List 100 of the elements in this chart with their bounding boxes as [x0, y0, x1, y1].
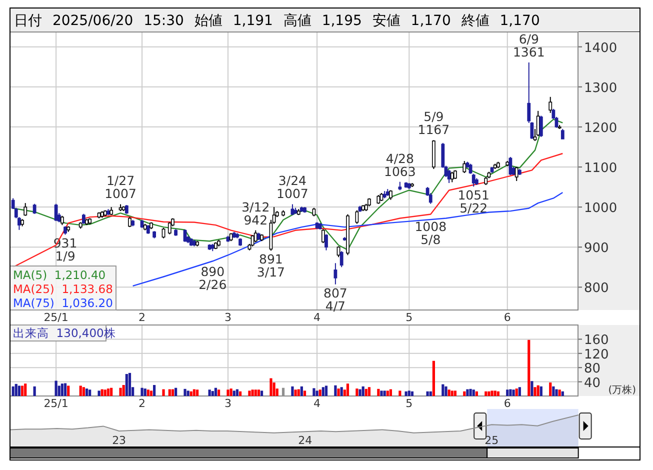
bar	[208, 390, 211, 396]
bar	[380, 390, 383, 396]
bar	[186, 390, 190, 396]
x-tick-label: 3	[224, 311, 232, 324]
bar	[377, 388, 380, 396]
series-label: MA(25) 1,133.68	[13, 282, 113, 296]
candlestick	[539, 115, 543, 138]
bar	[232, 390, 236, 396]
candlestick	[32, 203, 36, 214]
annotation: 891 3/17	[256, 252, 286, 280]
bar	[257, 390, 260, 396]
bar	[291, 386, 294, 396]
x-tick-label: 24	[298, 434, 312, 447]
bar	[236, 389, 238, 396]
bar	[484, 391, 488, 396]
bar	[171, 389, 174, 396]
bar	[226, 390, 230, 396]
bar	[196, 390, 199, 396]
bar	[475, 391, 478, 396]
bar	[494, 390, 496, 396]
y-tick-label: 900	[584, 241, 609, 256]
candlestick	[250, 234, 254, 247]
bar	[316, 390, 318, 396]
x-tick-label: 23	[112, 434, 126, 447]
bar	[530, 381, 534, 396]
candlestick	[560, 128, 564, 140]
bar	[125, 374, 128, 396]
bar	[119, 388, 122, 396]
bar	[248, 390, 251, 396]
bar	[211, 391, 214, 396]
x-tick-label: 4	[314, 311, 321, 324]
x-tick-label: 25	[484, 434, 499, 447]
y-tick-label: 800	[584, 281, 609, 296]
candlestick	[60, 215, 64, 226]
bar	[82, 387, 85, 396]
bar	[110, 388, 113, 396]
candlestick	[54, 203, 58, 222]
annotation: 1/27 1007	[104, 173, 136, 202]
candlestick	[536, 110, 540, 137]
bar	[54, 380, 58, 396]
candlestick	[468, 163, 472, 174]
bar	[444, 386, 448, 396]
bar	[88, 390, 92, 396]
annotation: 4/28 1063	[384, 150, 416, 179]
candlestick	[162, 227, 166, 239]
bar	[509, 389, 512, 396]
bar	[100, 389, 104, 396]
bar	[104, 390, 106, 396]
bar	[558, 390, 561, 396]
x-tick-label: 3	[224, 397, 232, 410]
annotation: 1008 5/8	[414, 218, 447, 247]
candlestick	[447, 169, 451, 184]
bar	[79, 386, 82, 396]
y-tick-label: 1300	[584, 80, 618, 96]
bar	[300, 386, 303, 396]
bar	[340, 387, 343, 396]
candlestick	[389, 190, 392, 200]
bar	[324, 386, 328, 396]
bar	[454, 390, 456, 396]
bar	[146, 390, 150, 396]
annotation: 3/12 942	[242, 199, 270, 228]
bar	[190, 391, 192, 396]
candlestick	[472, 173, 476, 188]
bar	[346, 384, 350, 396]
bar	[312, 388, 316, 396]
bar	[251, 390, 254, 396]
bar	[254, 390, 257, 396]
bar	[540, 386, 542, 396]
candlestick	[355, 210, 359, 224]
y-tick-label: 1100	[584, 160, 618, 176]
x-tick-label: 2	[138, 311, 146, 324]
bar	[528, 340, 530, 396]
bar	[184, 388, 186, 396]
bar	[85, 388, 88, 396]
bar	[67, 386, 70, 396]
bar	[383, 390, 386, 396]
bar	[389, 389, 392, 396]
bar	[534, 387, 536, 396]
candlestick	[128, 216, 132, 228]
y-tick-label: 120	[584, 347, 609, 362]
annotation: 3/24 1007	[276, 173, 308, 202]
bar	[442, 384, 444, 396]
bar	[294, 390, 297, 396]
bar	[429, 391, 432, 396]
bar	[356, 388, 358, 396]
x-tick-label: 4	[314, 397, 321, 410]
candlestick	[321, 228, 325, 244]
bar	[496, 391, 500, 396]
candlestick	[82, 213, 86, 224]
bar	[260, 390, 264, 396]
bar	[450, 390, 454, 396]
x-tick-label: 6	[504, 311, 511, 324]
bar	[12, 386, 14, 396]
bar	[536, 385, 540, 396]
bar	[515, 388, 518, 396]
candlestick	[290, 204, 294, 216]
bar	[448, 390, 450, 396]
bar	[270, 378, 272, 396]
candlestick	[324, 234, 328, 251]
bar	[24, 384, 27, 396]
